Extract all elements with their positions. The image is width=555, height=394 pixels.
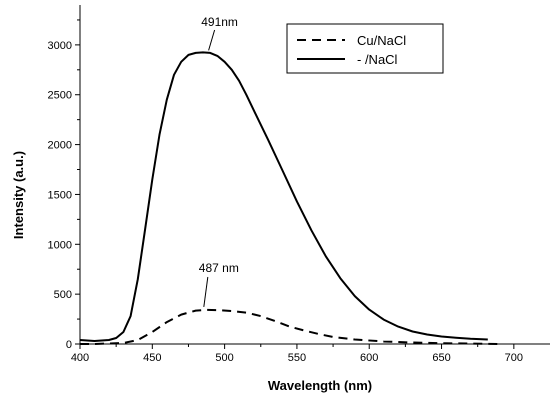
x-tick-label: 500 <box>215 352 233 364</box>
x-tick-label: 700 <box>505 352 523 364</box>
legend-box <box>286 23 444 74</box>
x-tick-label: 400 <box>71 352 89 364</box>
legend-label-2: - /NaCl <box>357 52 398 67</box>
y-tick-label: 500 <box>54 289 72 301</box>
y-tick-label: 2000 <box>48 140 72 152</box>
y-axis-title: Intensity (a.u.) <box>11 151 26 239</box>
y-tick-label: 0 <box>66 339 72 351</box>
legend-label-1: Cu/NaCl <box>357 33 406 48</box>
y-tick-label: 1000 <box>48 239 72 251</box>
annotation-leader-2 <box>203 276 209 307</box>
x-tick-label: 550 <box>288 352 306 364</box>
ticks: 400 450 500 550 600 650 700 0 500 1000 1500 2000 250… <box>48 19 523 364</box>
legend: Cu/NaCl - /NaCl <box>286 23 444 74</box>
axes <box>79 5 550 345</box>
x-tick-label: 650 <box>432 352 450 364</box>
annotation-leader-1 <box>208 29 216 51</box>
annotations: 491nm 487 nm <box>199 15 239 307</box>
x-tick-label: 600 <box>360 352 378 364</box>
y-tick-label: 1500 <box>48 189 72 201</box>
x-axis-title: Wavelength (nm) <box>268 378 372 393</box>
x-tick-label: 450 <box>143 352 161 364</box>
series-line-2 <box>79 51 488 342</box>
series-line-1 <box>80 308 500 345</box>
plot-lines <box>79 51 500 345</box>
y-tick-label: 2500 <box>48 90 72 102</box>
annotation-peak-1: 491nm <box>201 15 238 29</box>
y-tick-label: 3000 <box>48 40 72 52</box>
annotation-peak-2: 487 nm <box>199 261 239 275</box>
